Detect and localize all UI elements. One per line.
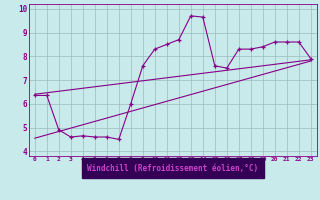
X-axis label: Windchill (Refroidissement éolien,°C): Windchill (Refroidissement éolien,°C) [87,164,258,173]
